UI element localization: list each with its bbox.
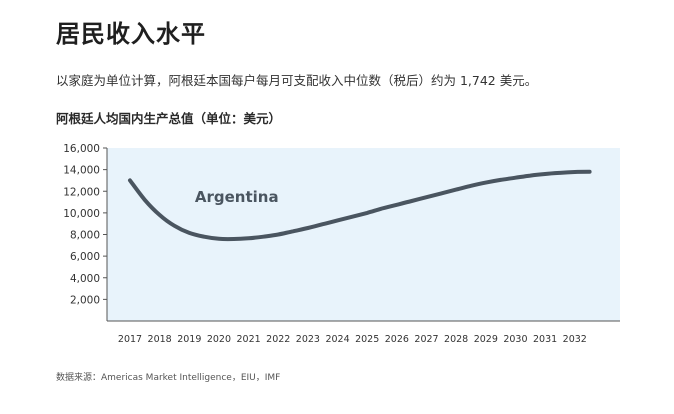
x-tick-label: 2023	[296, 334, 320, 345]
x-tick-label: 2021	[237, 334, 261, 345]
y-tick-label: 14,000	[63, 165, 100, 177]
series-label-argentina: Argentina	[195, 188, 279, 206]
y-tick-label: 4,000	[70, 273, 100, 285]
x-tick-label: 2027	[414, 334, 438, 345]
x-tick-label: 2025	[355, 334, 379, 345]
data-source-note: 数据来源：Americas Market Intelligence，EIU，IM…	[56, 373, 281, 383]
y-tick-label: 2,000	[70, 294, 100, 306]
x-tick-label: 2032	[563, 334, 587, 345]
page-title: 居民收入水平	[56, 20, 206, 48]
chart-title: 阿根廷人均国内生产总值（单位：美元）	[56, 111, 282, 126]
line-chart: 2,000 4,000 6,000 8,000 10,000 12,000 14,000 16…	[63, 143, 620, 345]
x-tick-label: 2031	[533, 334, 557, 345]
x-tick-label: 2024	[325, 334, 349, 345]
y-tick-label: 10,000	[63, 208, 100, 220]
y-axis: 2,000 4,000 6,000 8,000 10,000 12,000 14,000 16…	[63, 143, 108, 321]
x-tick-label: 2029	[474, 334, 498, 345]
x-tick-label: 2026	[385, 334, 409, 345]
x-axis: 2017 2018 2019 2020 2021 2022 2023 2024 2025 2026…	[107, 320, 620, 345]
x-tick-label: 2019	[177, 334, 201, 345]
series-layer: Argentina	[128, 169, 592, 242]
y-tick-label: 12,000	[63, 186, 100, 198]
x-tick-label: 2028	[444, 334, 468, 345]
y-tick-label: 8,000	[70, 230, 100, 242]
description-text: 以家庭为单位计算，阿根廷本国每户每月可支配收入中位数（税后）约为 1,742 美…	[56, 73, 538, 88]
series-line-argentina	[128, 169, 592, 242]
x-tick-label: 2017	[118, 334, 142, 345]
x-tick-label: 2020	[207, 334, 231, 345]
x-tick-label: 2018	[148, 334, 172, 345]
x-tick-label: 2022	[266, 334, 290, 345]
x-tick-label: 2030	[503, 334, 527, 345]
y-tick-label: 6,000	[70, 251, 100, 263]
y-tick-label: 16,000	[63, 143, 100, 155]
